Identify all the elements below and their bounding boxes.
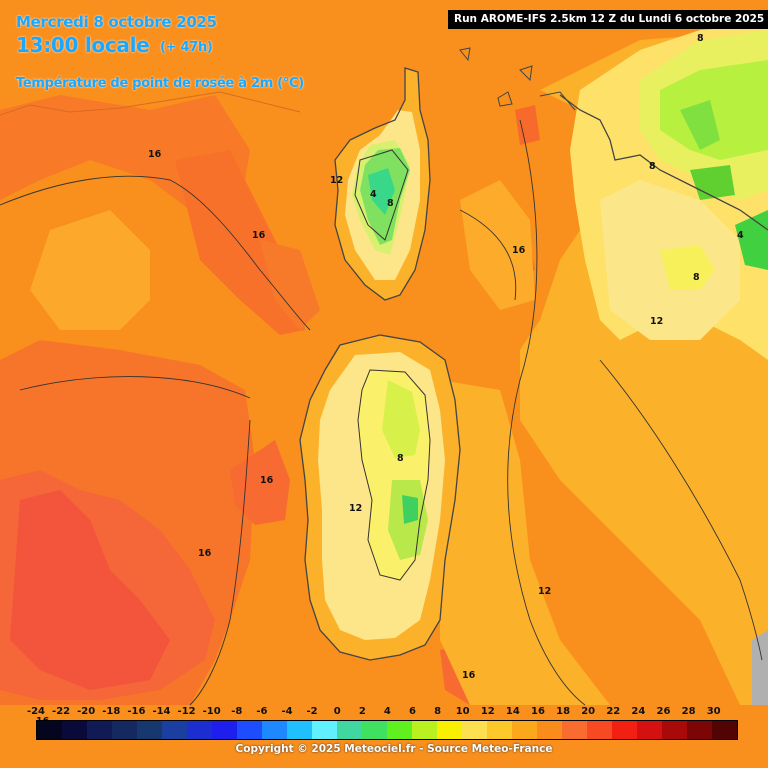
contour-label: 12 [538,586,551,597]
legend-value-label: -16 [127,706,146,717]
legend-value-label: 0 [333,706,341,717]
legend-color-swatch [37,721,62,739]
legend-color-swatch [612,721,637,739]
legend-value-label: 14 [505,706,520,717]
legend-value-label: -24 [26,706,46,717]
legend-color-swatch [137,721,162,739]
forecast-offset: (+ 47h) [160,40,213,55]
contour-label: 12 [349,503,362,514]
legend-color-swatch [487,721,512,739]
contour-label: 8 [693,272,700,283]
legend-color-swatch [262,721,287,739]
legend-value-label: 30 [706,706,721,717]
run-info-banner: Run AROME-IFS 2.5km 12 Z du Lundi 6 octo… [448,10,768,29]
legend-color-swatch [287,721,312,739]
forecast-date: Mercredi 8 octobre 2025 [16,13,217,31]
legend-scale-labels: -24 -22 -20 -18 -16 -14 -12 -10 -8 -6 -4 -2 0 2 4 6 8 10 1… [25,706,745,719]
legend-value-label: -14 [152,706,171,717]
legend-value-label: -20 [77,706,96,717]
legend-value-label: 16 [531,706,545,717]
forecast-local-time: 13:00 locale [16,33,150,57]
legend-value-label: 6 [409,706,416,717]
legend-value-label: 4 [383,706,391,717]
legend-color-swatch [62,721,87,739]
contour-label: 16 [462,670,476,681]
contour-label: 4 [370,189,377,200]
legend-value-label: -12 [177,706,196,717]
legend-color-swatch [462,721,487,739]
contour-label: 12 [330,175,343,186]
legend-value-label: -18 [102,706,121,717]
legend-value-label: -22 [52,706,71,717]
legend-color-swatch [562,721,587,739]
legend-color-swatch [512,721,537,739]
contour-label: 4 [737,230,744,241]
contour-label: 16 [260,475,274,486]
contour-label: 16 [252,230,266,241]
parameter-title: Température de point de rosée à 2m (°C) [16,76,304,91]
copyright-notice: Copyright © 2025 Meteociel.fr - Source M… [235,743,553,755]
contour-label: 16 [512,245,526,256]
legend-value-label: 26 [656,706,671,717]
legend-color-swatch [337,721,362,739]
legend-color-swatch [362,721,387,739]
legend-color-swatch [587,721,612,739]
legend-value-label: -8 [231,706,243,717]
legend-value-label: 22 [606,706,621,717]
legend-value-label: -6 [256,706,268,717]
contour-label: 12 [650,316,663,327]
contour-label: 8 [649,161,656,172]
legend-value-label: -10 [202,706,221,717]
legend-color-swatch [537,721,562,739]
legend-color-swatch [637,721,662,739]
legend-color-swatch [212,721,237,739]
legend-color-swatch [87,721,112,739]
legend-value-label: 12 [480,706,495,717]
legend-color-swatch [237,721,262,739]
contour-label: 8 [397,453,404,464]
legend-value-label: 8 [434,706,442,717]
legend-color-swatch [662,721,687,739]
legend-value-label: 10 [455,706,470,717]
legend-value-label: -2 [306,706,318,717]
legend-value-label: 28 [681,706,696,717]
legend-value-label: 2 [358,706,366,717]
legend-value-label: 18 [556,706,571,717]
contour-label: 8 [697,33,704,44]
legend-color-swatch [687,721,712,739]
legend-color-swatch [712,721,737,739]
contour-label: 16 [148,149,162,160]
legend-value-label: -4 [281,706,293,717]
legend-value-label: 24 [631,706,646,717]
legend-value-label: 20 [581,706,596,717]
legend-color-bar [36,720,738,740]
legend-color-swatch [112,721,137,739]
legend-color-swatch [162,721,187,739]
legend-color-swatch [387,721,412,739]
contour-label: 8 [387,198,394,209]
legend-color-swatch [312,721,337,739]
legend-color-swatch [187,721,212,739]
legend-color-swatch [437,721,462,739]
contour-label: 16 [198,548,212,559]
legend-color-swatch [412,721,437,739]
